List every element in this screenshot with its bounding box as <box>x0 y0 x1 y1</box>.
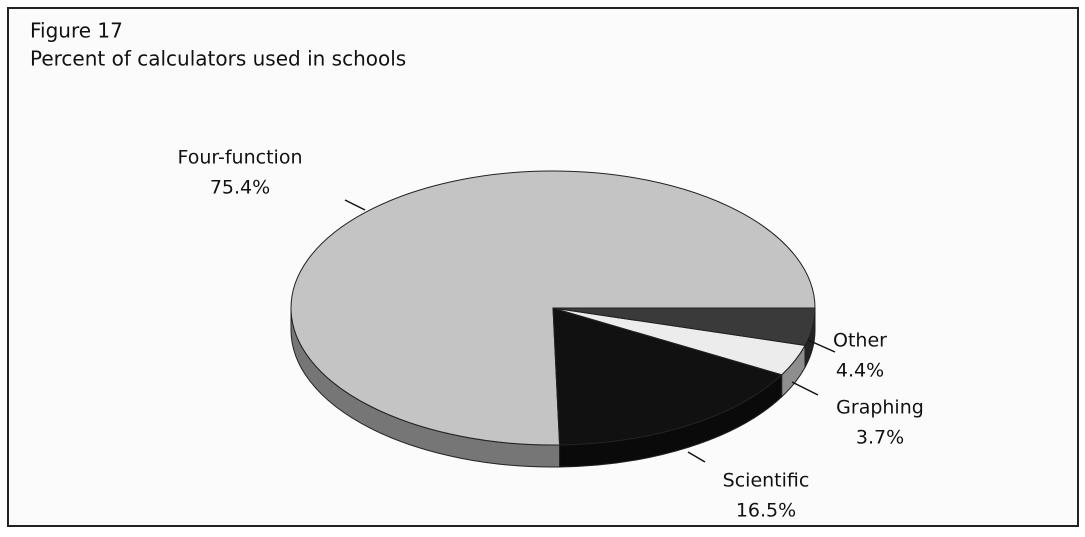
pie-slice <box>552 307 816 346</box>
leader-line <box>807 339 836 353</box>
slice-label: Four-function <box>178 147 303 169</box>
leader-line <box>687 451 706 463</box>
value-label: 3.7% <box>856 427 904 449</box>
leader-line <box>344 199 366 211</box>
value-label: 16.5% <box>736 500 796 522</box>
leader-lines <box>344 199 836 463</box>
value-label: 4.4% <box>836 360 884 382</box>
slice-label: Other <box>833 330 887 352</box>
labels: Four-function 75.4% Scientific 16.5% Graphin… <box>178 147 924 522</box>
slice-label: Graphing <box>836 397 924 419</box>
value-label: 75.4% <box>210 177 270 199</box>
slice-label: Scientific <box>723 470 810 492</box>
chart-subtitle: Percent of calculators used in schools <box>30 47 406 71</box>
leader-line <box>791 381 819 396</box>
chart-title: Figure 17 <box>30 19 123 43</box>
pie-slice <box>552 307 783 446</box>
pie <box>290 170 816 468</box>
